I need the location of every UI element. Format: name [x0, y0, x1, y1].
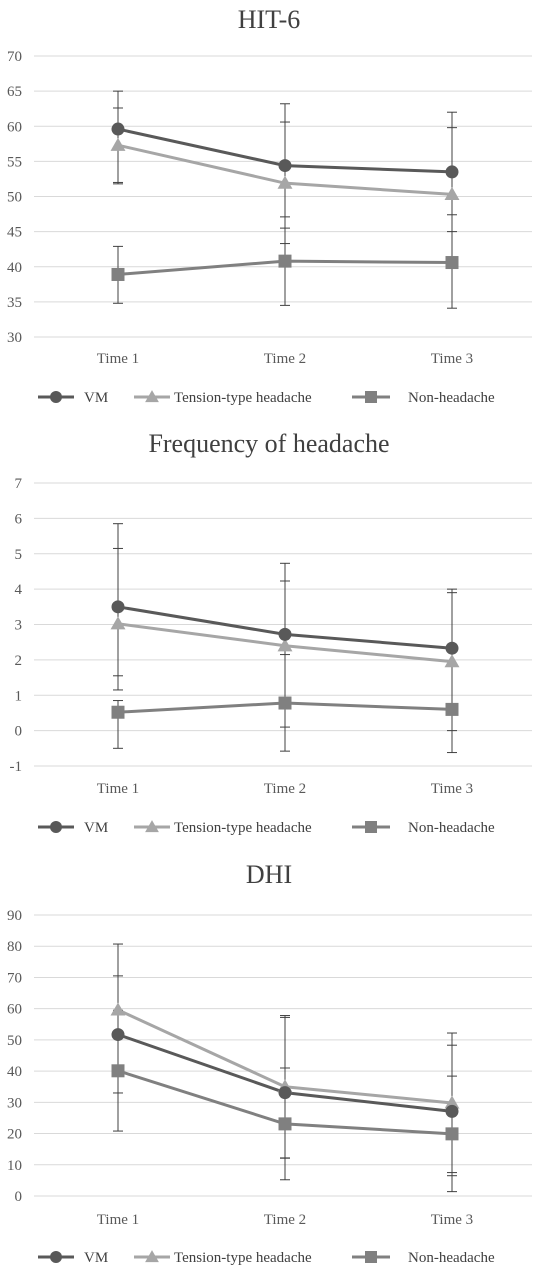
- legend-circle-icon: [50, 391, 62, 403]
- legend-label: Non-headache: [408, 1250, 495, 1266]
- data-point-square: [278, 254, 292, 268]
- x-tick-label: Time 3: [431, 351, 473, 367]
- data-point-triangle: [444, 186, 460, 200]
- y-tick-label: 7: [15, 476, 23, 492]
- legend: VM Tension-type headache Non-headache: [38, 820, 495, 836]
- legend-triangle-icon: [145, 1250, 159, 1263]
- y-tick-label: 0: [15, 1189, 23, 1205]
- y-tick-label: 20: [7, 1127, 22, 1143]
- data-point-triangle: [444, 1095, 460, 1109]
- data-point-circle: [278, 627, 292, 641]
- legend-circle-icon: [50, 821, 62, 833]
- legend-circle-icon: [50, 1251, 62, 1263]
- y-tick-label: 4: [15, 582, 23, 598]
- x-tick-label: Time 1: [97, 1212, 139, 1228]
- x-tick-label: Time 1: [97, 781, 139, 797]
- legend-label: VM: [84, 390, 108, 406]
- x-tick-label: Time 2: [264, 781, 306, 797]
- y-tick-label: 30: [7, 330, 22, 346]
- legend-label: VM: [84, 820, 108, 836]
- x-tick-label: Time 2: [264, 351, 306, 367]
- data-point-triangle: [110, 137, 126, 151]
- y-tick-label: 70: [7, 49, 22, 65]
- y-tick-label: 0: [15, 724, 23, 740]
- y-tick-label: 40: [7, 260, 22, 276]
- data-point-square: [111, 267, 125, 281]
- data-point-circle: [278, 1086, 292, 1100]
- y-tick-label: 50: [7, 1033, 22, 1049]
- data-point-square: [111, 1064, 125, 1078]
- y-tick-label: 3: [15, 618, 23, 634]
- chart-panel-2: Frequency of headache -1 0 1 2 3 4 5 6 7 Time 1 Tim…: [10, 429, 532, 836]
- y-tick-label: 40: [7, 1064, 22, 1080]
- data-point-square: [445, 256, 459, 270]
- y-tick-label: 2: [15, 653, 23, 669]
- y-tick-label: 5: [15, 547, 23, 563]
- chart-panel-3: DHI 0 10 20 30 40 50 60 70 80 90 Time 1 Time 2 Time 3…: [7, 860, 532, 1266]
- y-tick-label: 30: [7, 1095, 22, 1111]
- legend-label: Tension-type headache: [174, 1250, 312, 1266]
- legend-label: VM: [84, 1250, 108, 1266]
- legend-square-icon: [365, 821, 377, 833]
- legend-label: Non-headache: [408, 820, 495, 836]
- legend-triangle-icon: [145, 390, 159, 403]
- data-point-square: [111, 705, 125, 719]
- data-point-square: [278, 1117, 292, 1131]
- x-tick-label: Time 3: [431, 1212, 473, 1228]
- y-tick-label: 60: [7, 119, 22, 135]
- data-point-square: [278, 696, 292, 710]
- x-tick-label: Time 1: [97, 351, 139, 367]
- data-point-triangle: [110, 1002, 126, 1016]
- chart-panel-1: HIT-6 30 35 40 45 50 55 60 65 70 Time 1 Time 2 Time …: [7, 5, 532, 406]
- data-point-circle: [278, 159, 292, 173]
- data-point-triangle: [277, 175, 293, 189]
- data-point-triangle: [444, 654, 460, 668]
- y-tick-label: 70: [7, 970, 22, 986]
- y-tick-label: 90: [7, 908, 22, 924]
- data-point-circle: [111, 1028, 125, 1042]
- legend: VM Tension-type headache Non-headache: [38, 390, 495, 406]
- x-tick-label: Time 2: [264, 1212, 306, 1228]
- legend-label: Tension-type headache: [174, 820, 312, 836]
- y-tick-label: 1: [15, 688, 23, 704]
- data-point-circle: [111, 600, 125, 614]
- y-tick-label: 6: [15, 511, 23, 527]
- data-point-circle: [445, 1104, 459, 1118]
- legend: VM Tension-type headache Non-headache: [38, 1250, 495, 1266]
- y-tick-label: 35: [7, 295, 22, 311]
- legend-triangle-icon: [145, 820, 159, 833]
- data-point-square: [445, 1127, 459, 1141]
- chart-title: DHI: [246, 860, 292, 889]
- y-tick-label: -1: [10, 759, 23, 775]
- y-tick-label: 80: [7, 939, 22, 955]
- data-point-triangle: [277, 638, 293, 652]
- data-point-square: [445, 702, 459, 716]
- y-tick-label: 50: [7, 190, 22, 206]
- data-point-circle: [111, 122, 125, 136]
- data-point-circle: [445, 641, 459, 655]
- y-tick-label: 65: [7, 84, 22, 100]
- y-tick-label: 60: [7, 1002, 22, 1018]
- chart-title: HIT-6: [238, 5, 301, 34]
- y-tick-label: 10: [7, 1158, 22, 1174]
- legend-square-icon: [365, 1251, 377, 1263]
- legend-label: Non-headache: [408, 390, 495, 406]
- data-point-triangle: [110, 616, 126, 630]
- data-point-circle: [445, 165, 459, 179]
- x-tick-label: Time 3: [431, 781, 473, 797]
- legend-square-icon: [365, 391, 377, 403]
- chart-title: Frequency of headache: [148, 429, 389, 458]
- y-tick-label: 45: [7, 225, 22, 241]
- legend-label: Tension-type headache: [174, 390, 312, 406]
- y-tick-label: 55: [7, 154, 22, 170]
